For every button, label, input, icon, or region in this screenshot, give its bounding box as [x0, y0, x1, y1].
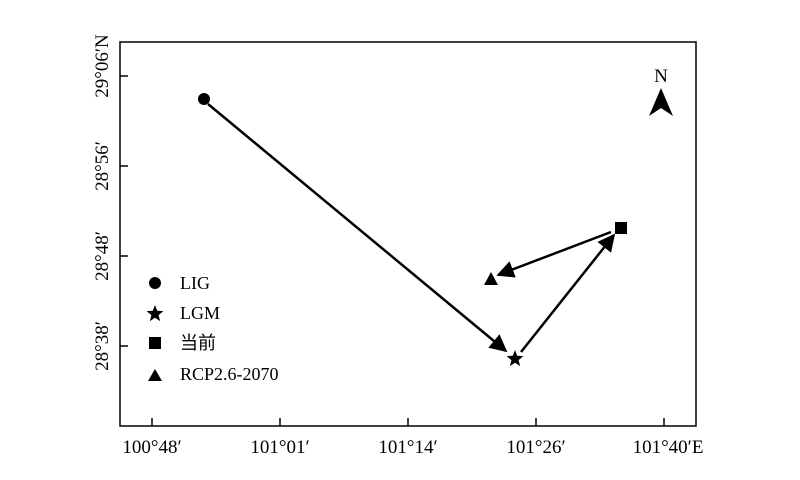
arrow-lig-to-lgm	[207, 103, 508, 353]
x-axis: 100°48′ 101°01′ 101°14′ 101°26′ 101°40′E	[122, 418, 703, 458]
point-rcp	[484, 272, 498, 285]
x-tick-label: 101°26′	[506, 437, 565, 458]
legend-square-icon	[149, 337, 161, 349]
north-arrow: N	[649, 66, 673, 116]
legend-triangle-icon	[148, 369, 162, 381]
x-tick-label: 100°48′	[122, 437, 181, 458]
y-tick-label: 28°56′	[92, 141, 113, 191]
point-lig	[198, 93, 210, 105]
y-tick-label: 28°38′	[92, 321, 113, 371]
north-arrow-icon	[649, 88, 673, 116]
legend-label-current: 当前	[180, 333, 216, 353]
legend-star-icon	[146, 305, 164, 322]
x-tick-label: 101°40′E	[633, 437, 704, 458]
north-label: N	[654, 66, 668, 87]
point-current	[615, 222, 627, 234]
y-tick-label: 29°06′N	[92, 34, 113, 98]
legend-label-lig: LIG	[180, 273, 210, 293]
legend-label-rcp: RCP2.6-2070	[180, 364, 279, 384]
legend: LIG LGM 当前 RCP2.6-2070	[146, 273, 279, 384]
arrow-lgm-to-current	[520, 233, 616, 353]
point-lgm	[506, 350, 524, 367]
x-tick-label: 101°01′	[250, 437, 309, 458]
arrow-current-to-rcp	[496, 230, 612, 278]
legend-label-lgm: LGM	[180, 303, 220, 323]
x-tick-label: 101°14′	[378, 437, 437, 458]
legend-circle-icon	[149, 277, 161, 289]
migration-arrows	[207, 103, 616, 353]
y-axis: 29°06′N 28°56′ 28°48′ 28°38′	[92, 34, 128, 371]
data-points	[198, 93, 627, 367]
y-tick-label: 28°48′	[92, 231, 113, 281]
